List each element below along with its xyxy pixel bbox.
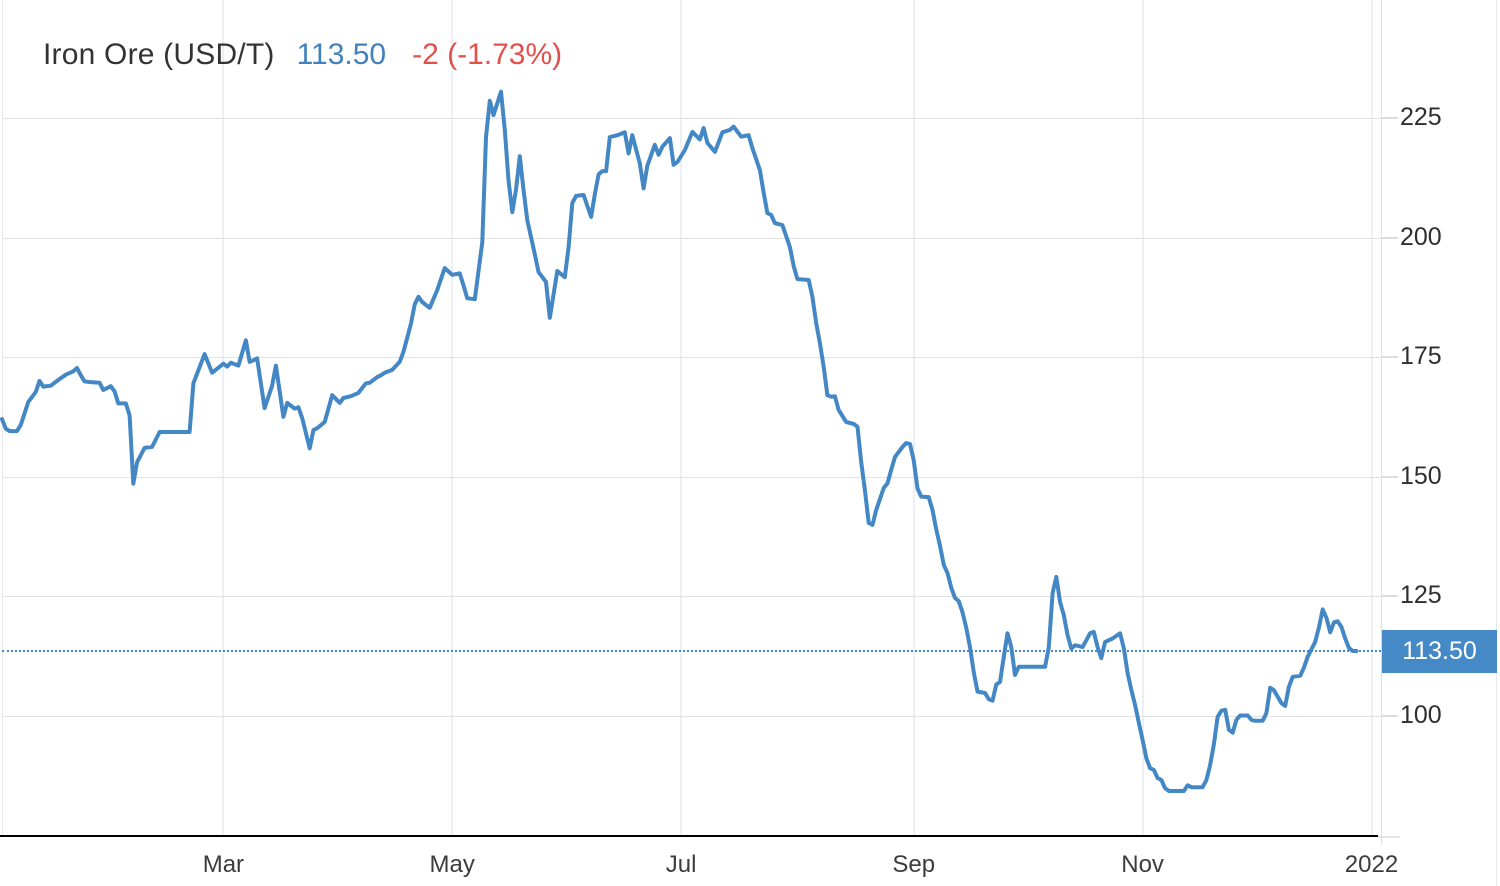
chart-title: Iron Ore (USD/T) xyxy=(43,38,275,71)
vertical-gridline-Sep xyxy=(912,0,915,835)
y-axis-tick-175 xyxy=(1381,356,1398,358)
x-axis-label-Jul: Jul xyxy=(665,851,697,878)
last-price-value: 113.50 xyxy=(296,38,387,71)
current-price-dotted-line xyxy=(2,650,1381,652)
chart-header: Iron Ore (USD/T) 113.50 -2 (-1.73%) xyxy=(43,38,562,72)
y-axis-label-125: 125 xyxy=(1400,580,1442,609)
y-axis-tick-225 xyxy=(1381,117,1398,119)
y-axis-label-200: 200 xyxy=(1400,222,1442,251)
x-axis-label-2022: 2022 xyxy=(1344,851,1399,878)
y-axis-tick-150 xyxy=(1381,475,1398,478)
horizontal-gridline-125 xyxy=(2,596,1381,597)
x-axis-extension xyxy=(1378,836,1400,838)
y-axis-tick-125 xyxy=(1381,595,1398,597)
y-axis-tick-200 xyxy=(1381,236,1398,239)
vertical-gridline-2022 xyxy=(1370,0,1373,835)
y-axis-label-175: 175 xyxy=(1400,341,1442,370)
y-axis-label-225: 225 xyxy=(1400,102,1442,131)
horizontal-gridline-175 xyxy=(2,357,1381,358)
vertical-gridline-May xyxy=(451,0,454,835)
vertical-gridline-Jul xyxy=(680,0,683,835)
horizontal-gridline-200 xyxy=(2,237,1381,239)
vertical-gridline-Mar xyxy=(222,0,225,835)
price-change-value: -2 (-1.73%) xyxy=(412,38,563,71)
horizontal-gridline-225 xyxy=(2,118,1381,119)
price-line-series xyxy=(0,89,1359,793)
vertical-gridline-Nov xyxy=(1141,0,1144,835)
price-line-chart xyxy=(0,89,1359,793)
chart-plot-area[interactable] xyxy=(0,0,1381,836)
horizontal-gridline-150 xyxy=(2,476,1381,478)
x-axis-label-Mar: Mar xyxy=(202,851,245,878)
current-price-badge: 113.50 xyxy=(1382,630,1497,673)
x-axis-label-May: May xyxy=(429,851,475,878)
y-axis-tick-100 xyxy=(1381,714,1398,717)
x-axis-label-Sep: Sep xyxy=(892,851,936,878)
horizontal-gridline-100 xyxy=(2,715,1381,717)
x-axis-label-Nov: Nov xyxy=(1121,851,1164,878)
right-page-border xyxy=(1496,0,1497,886)
y-axis-border xyxy=(1381,0,1382,845)
y-axis-label-150: 150 xyxy=(1400,461,1442,490)
x-axis-line xyxy=(0,835,1378,837)
y-axis-label-100: 100 xyxy=(1400,700,1442,729)
current-price-badge-label: 113.50 xyxy=(1402,637,1477,665)
